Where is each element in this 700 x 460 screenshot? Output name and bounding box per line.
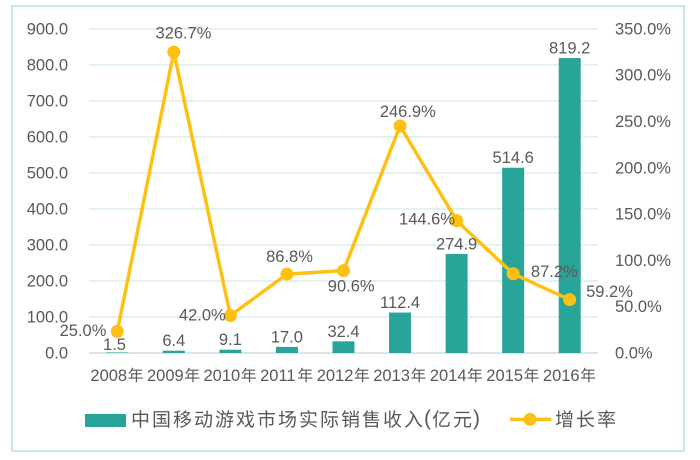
svg-text:2014: 2014	[430, 367, 467, 385]
svg-text:2009: 2009	[147, 367, 184, 385]
svg-text:100.0%: 100.0%	[615, 252, 671, 270]
svg-text:2013: 2013	[373, 367, 410, 385]
svg-text:250.0%: 250.0%	[615, 113, 671, 131]
svg-text:59.2%: 59.2%	[586, 283, 633, 301]
svg-text:87.2%: 87.2%	[531, 263, 578, 281]
svg-text:2015: 2015	[486, 367, 523, 385]
svg-text:25.0%: 25.0%	[60, 322, 107, 340]
svg-text:144.6%: 144.6%	[399, 211, 455, 229]
svg-text:514.6: 514.6	[493, 149, 534, 167]
svg-text:350.0%: 350.0%	[615, 20, 671, 38]
svg-text:700.0: 700.0	[27, 92, 68, 110]
svg-text:200.0: 200.0	[27, 272, 68, 290]
svg-text:900.0: 900.0	[27, 20, 68, 38]
svg-text:1.5: 1.5	[103, 336, 126, 354]
svg-text:17.0: 17.0	[271, 328, 303, 346]
svg-text:100.0: 100.0	[27, 308, 68, 326]
svg-text:274.9: 274.9	[436, 236, 477, 254]
svg-text:6.4: 6.4	[162, 332, 185, 350]
svg-text:32.4: 32.4	[327, 323, 359, 341]
svg-text:2016: 2016	[543, 367, 580, 385]
svg-text:2010: 2010	[204, 367, 241, 385]
svg-text:2008: 2008	[90, 367, 127, 385]
svg-text:300.0: 300.0	[27, 236, 68, 254]
svg-text:9.1: 9.1	[219, 331, 242, 349]
svg-text:0.0%: 0.0%	[615, 344, 653, 362]
svg-text:500.0: 500.0	[27, 164, 68, 182]
svg-text:50.0%: 50.0%	[615, 298, 662, 316]
svg-text:2012: 2012	[317, 367, 354, 385]
svg-text:300.0%: 300.0%	[615, 67, 671, 85]
svg-text:326.7%: 326.7%	[156, 25, 212, 43]
svg-text:246.9%: 246.9%	[380, 103, 436, 121]
svg-text:400.0: 400.0	[27, 200, 68, 218]
svg-text:0.0: 0.0	[45, 344, 68, 362]
svg-text:600.0: 600.0	[27, 128, 68, 146]
svg-text:2011: 2011	[260, 367, 295, 385]
svg-text:(: (	[424, 407, 431, 430]
svg-text:200.0%: 200.0%	[615, 159, 671, 177]
svg-text:800.0: 800.0	[27, 56, 68, 74]
svg-text:90.6%: 90.6%	[328, 278, 375, 296]
svg-text:819.2: 819.2	[549, 40, 590, 58]
svg-text:86.8%: 86.8%	[266, 248, 313, 266]
svg-text:112.4: 112.4	[380, 294, 420, 312]
svg-text:42.0%: 42.0%	[179, 306, 226, 324]
svg-text:): )	[473, 407, 480, 430]
svg-text:150.0%: 150.0%	[615, 206, 671, 224]
